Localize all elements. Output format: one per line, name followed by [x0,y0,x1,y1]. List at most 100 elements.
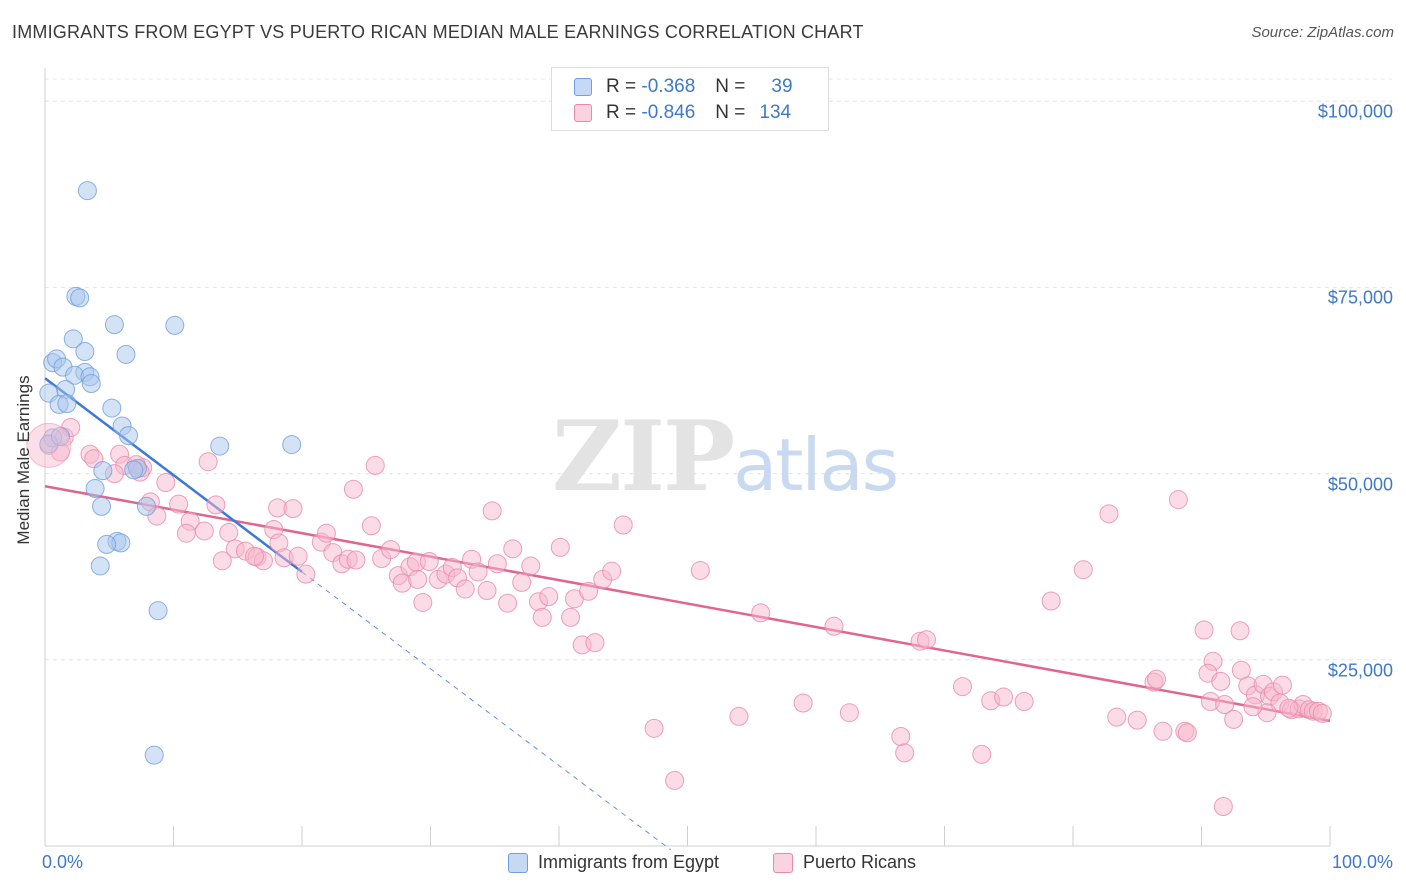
legend-r-value: -0.846 [641,102,696,123]
point-puerto-rico [1279,698,1299,718]
legend-r-value: -0.368 [641,76,696,97]
legend-r-label: R = [606,102,637,123]
chart-title: IMMIGRANTS FROM EGYPT VS PUERTO RICAN ME… [12,22,864,42]
point-egypt [93,461,113,481]
point-puerto-rico [316,523,336,543]
point-puerto-rico [1107,707,1127,727]
point-egypt [81,374,101,394]
point-puerto-rico-cluster [26,422,72,468]
legend-n-value: 134 [759,102,792,123]
point-egypt [104,315,124,335]
point-puerto-rico [477,581,497,601]
data-points [26,181,1332,817]
point-puerto-rico [891,727,911,747]
point-puerto-rico [206,495,226,515]
point-puerto-rico [729,706,749,726]
point-puerto-rico [1014,692,1034,712]
point-egypt [85,479,105,499]
bottom-legend-swatch-puerto-rico [773,852,793,873]
legend-row-puerto-rico: R = -0.846 N = 134 [574,102,791,124]
y-tick-label: $100,000 [1317,101,1393,122]
legend-r-label: R = [606,76,637,97]
point-egypt [77,181,97,201]
point-puerto-rico [194,521,214,541]
point-puerto-rico [212,551,232,571]
point-egypt [102,398,122,418]
point-puerto-rico [839,703,859,723]
point-puerto-rico [1127,710,1147,730]
gridlines [45,78,1392,661]
point-egypt [90,556,110,576]
point-puerto-rico [917,630,937,650]
legend-row-egypt: R = -0.368 N = 39 [574,76,793,98]
point-egypt [137,496,157,516]
point-egypt [63,329,83,349]
point-puerto-rico [613,515,633,535]
point-puerto-rico [644,718,664,738]
point-puerto-rico [503,539,523,559]
point-puerto-rico [1168,490,1188,510]
point-puerto-rico [952,677,972,697]
bottom-legend-label-puerto-rico: Puerto Ricans [803,852,917,872]
point-puerto-rico [1230,621,1250,641]
legend-n-label: N = [715,76,746,97]
bottom-legend-label-egypt: Immigrants from Egypt [538,852,720,872]
point-puerto-rico [1243,697,1263,717]
point-puerto-rico [1224,709,1244,729]
x-tick-label-max: 100.0% [1331,852,1393,872]
trend-lines [44,377,1331,851]
point-puerto-rico [539,587,559,607]
watermark: ZIPatlas [552,400,899,513]
point-puerto-rico [550,537,570,557]
correlation-legend: R = -0.368 N = 39 R = -0.846 N = 134 [551,67,829,131]
point-puerto-rico [198,452,218,472]
point-egypt [116,344,136,364]
point-puerto-rico [419,552,439,572]
point-puerto-rico [1099,504,1119,524]
point-puerto-rico [665,770,685,790]
point-puerto-rico [895,743,915,763]
trend-line-puerto-rico [44,485,1331,723]
point-puerto-rico [579,581,599,601]
point-egypt [148,601,168,621]
point-puerto-rico [532,607,552,627]
y-tick-label: $25,000 [1327,660,1393,681]
point-puerto-rico [585,633,605,653]
point-egypt [119,426,139,446]
point-egypt [282,435,302,455]
point-puerto-rico [1215,694,1235,714]
point-puerto-rico [176,523,196,543]
point-egypt [144,745,164,765]
point-egypt [124,460,144,480]
point-puerto-rico [561,607,581,627]
bottom-legend-egypt: Immigrants from Egypt [508,852,719,873]
point-egypt [97,534,117,554]
legend-n-label: N = [715,102,746,123]
point-puerto-rico [972,744,992,764]
legend-swatch-puerto-rico [574,104,592,122]
point-egypt [57,394,77,414]
bottom-legend-puerto-rico: Puerto Ricans [773,852,916,873]
legend-swatch-egypt [574,78,592,96]
point-puerto-rico [361,516,381,536]
point-puerto-rico [1177,723,1197,743]
y-tick-label: $50,000 [1327,474,1393,495]
point-puerto-rico [1041,591,1061,611]
point-egypt [92,496,112,516]
point-puerto-rico [751,603,771,623]
point-puerto-rico [482,501,502,521]
y-axis-label: Median Male Earnings [14,375,33,545]
point-puerto-rico [468,562,488,582]
legend-n-value: 39 [771,76,793,97]
source-label: Source: ZipAtlas.com [1251,24,1394,41]
point-puerto-rico [346,550,366,570]
point-puerto-rico [365,455,385,475]
point-puerto-rico [288,546,308,566]
point-puerto-rico [521,556,541,576]
point-puerto-rico [343,479,363,499]
point-puerto-rico [413,592,433,612]
y-tick-label: $75,000 [1327,287,1393,308]
point-puerto-rico [498,593,518,613]
watermark-atlas: atlas [733,423,899,507]
point-puerto-rico [1153,721,1173,741]
